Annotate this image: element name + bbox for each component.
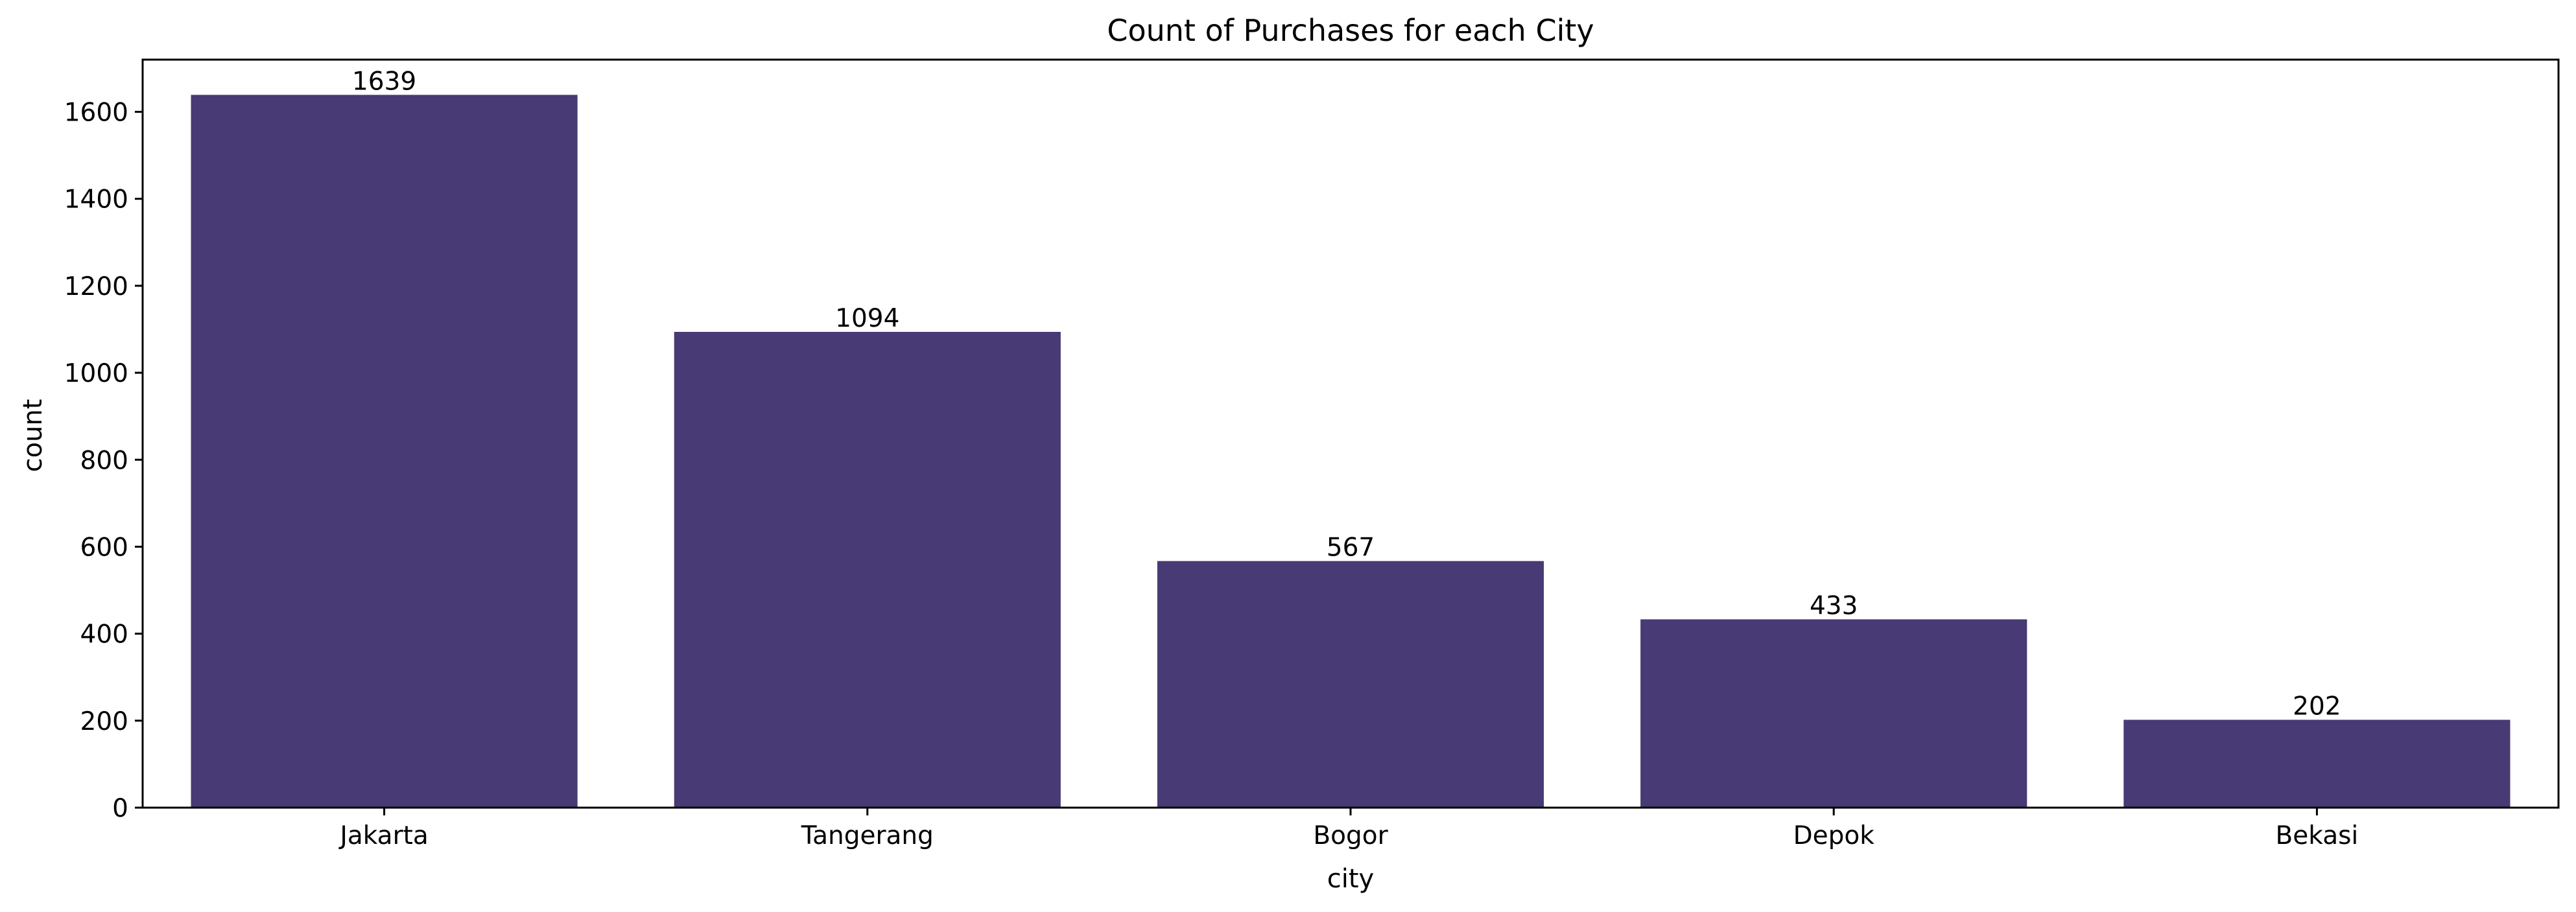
data-label-bogor: 567 (1327, 533, 1375, 563)
y-axis-ticks: 0 200 400 600 800 1000 1200 1400 1600 (64, 99, 143, 823)
bar-tangerang (674, 332, 1061, 808)
data-label-depok: 433 (1810, 591, 1858, 620)
bar-depok (1640, 619, 2027, 808)
y-tick-label-1000: 1000 (64, 359, 128, 388)
y-tick-label-1600: 1600 (64, 99, 128, 128)
x-tick-label-tangerang: Tangerang (801, 821, 934, 850)
data-label-bekasi: 202 (2293, 692, 2341, 721)
bar-bogor (1157, 561, 1544, 808)
y-tick-label-600: 600 (80, 533, 128, 562)
bar-jakarta (191, 95, 578, 808)
data-labels-group: 1639 1094 567 433 202 (352, 67, 2341, 721)
data-label-jakarta: 1639 (352, 67, 416, 96)
y-tick-label-200: 200 (80, 707, 128, 736)
y-tick-label-1200: 1200 (64, 272, 128, 301)
plot-frame (141, 58, 2560, 809)
bar-bekasi (2123, 719, 2511, 808)
x-tick-label-bogor: Bogor (1313, 821, 1388, 850)
x-tick-label-bekasi: Bekasi (2276, 821, 2359, 850)
bars-group (191, 95, 2511, 808)
x-tick-label-depok: Depok (1793, 821, 1875, 850)
chart-title: Count of Purchases for each City (1107, 13, 1594, 48)
y-tick-label-800: 800 (80, 446, 128, 475)
data-label-tangerang: 1094 (835, 304, 899, 333)
y-tick-label-1400: 1400 (64, 185, 128, 215)
y-tick-label-400: 400 (80, 620, 128, 649)
y-axis-label: count (18, 399, 48, 473)
x-tick-label-jakarta: Jakarta (338, 821, 428, 850)
x-axis-label: city (1327, 864, 1374, 894)
x-axis-ticks: Jakarta Tangerang Bogor Depok Bekasi (338, 808, 2358, 850)
y-tick-label-0: 0 (112, 794, 128, 823)
